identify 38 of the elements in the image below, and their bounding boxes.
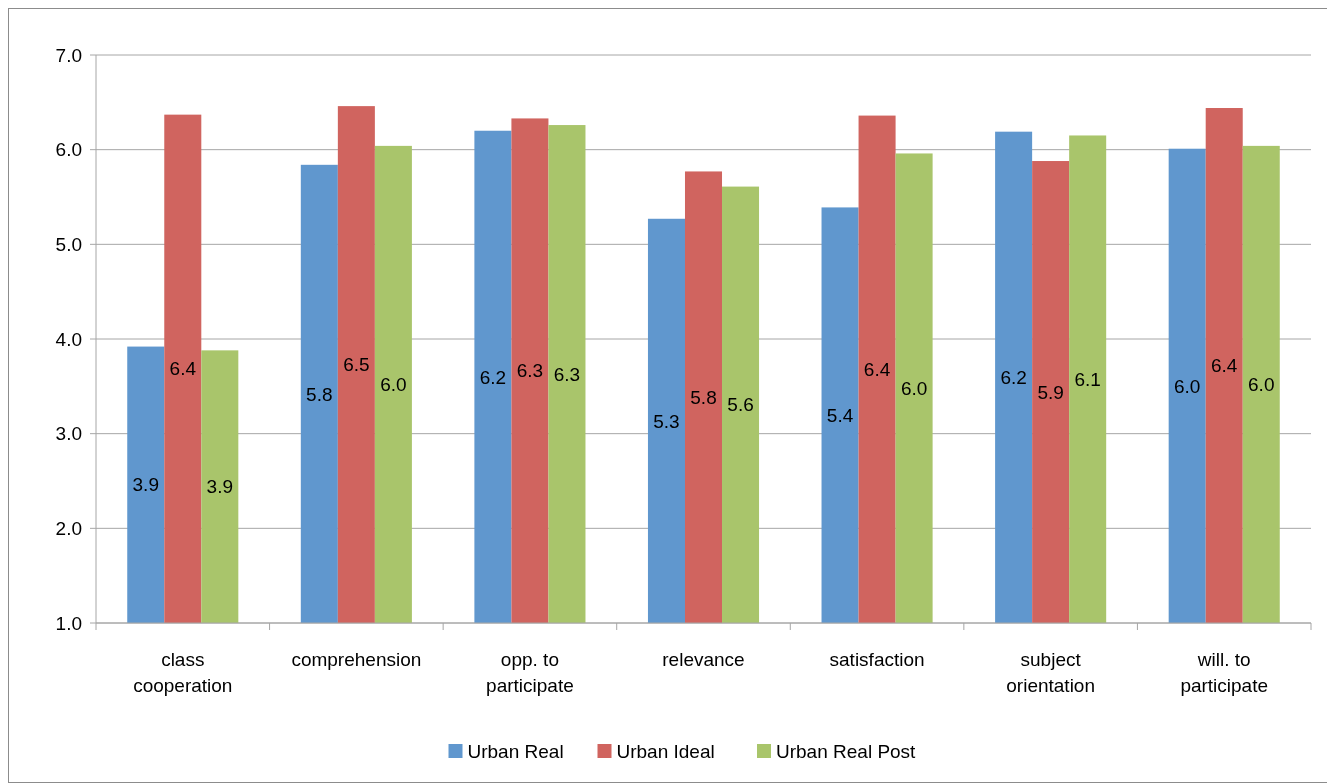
data-label: 5.6 bbox=[727, 394, 754, 416]
x-tick-label: opp. to participate bbox=[486, 649, 574, 696]
y-tick-label: 5.0 bbox=[55, 233, 82, 255]
data-label: 6.4 bbox=[169, 358, 197, 380]
y-tick-label: 7.0 bbox=[55, 44, 82, 66]
y-tick-label: 6.0 bbox=[55, 139, 82, 161]
x-tick-label: comprehension bbox=[291, 649, 422, 670]
data-label: 3.9 bbox=[132, 474, 159, 496]
data-label: 5.8 bbox=[690, 386, 717, 408]
legend-label: Urban Real bbox=[467, 740, 564, 762]
y-tick-label: 4.0 bbox=[55, 328, 82, 350]
data-label: 6.0 bbox=[900, 377, 928, 399]
data-label: 5.4 bbox=[826, 404, 854, 426]
data-label: 6.2 bbox=[1000, 366, 1027, 388]
x-tick-label: subject orientation bbox=[1006, 649, 1096, 696]
x-tick-label: will. to participate bbox=[1180, 649, 1269, 696]
data-label: 6.0 bbox=[380, 374, 407, 396]
data-label: 3.9 bbox=[206, 476, 234, 498]
data-label: 5.8 bbox=[306, 383, 333, 405]
data-label: 6.0 bbox=[1173, 375, 1201, 397]
data-label: 6.2 bbox=[479, 366, 507, 388]
legend-label: Urban Ideal bbox=[616, 740, 715, 762]
y-tick-label: 1.0 bbox=[55, 612, 82, 634]
x-tick-label: class cooperation bbox=[133, 649, 233, 696]
y-tick-label: 2.0 bbox=[55, 517, 82, 539]
data-label: 6.1 bbox=[1074, 368, 1101, 390]
data-label: 6.3 bbox=[553, 363, 581, 385]
data-label: 6.0 bbox=[1248, 374, 1275, 396]
x-tick-label: relevance bbox=[662, 649, 745, 670]
data-label: 5.3 bbox=[653, 410, 680, 432]
data-label: 6.4 bbox=[863, 358, 891, 380]
data-label: 6.3 bbox=[516, 360, 544, 382]
legend-label: Urban Real Post bbox=[776, 740, 917, 762]
data-label: 6.5 bbox=[343, 354, 370, 376]
y-tick-label: 3.0 bbox=[55, 423, 82, 445]
data-label: 5.9 bbox=[1037, 381, 1064, 403]
x-tick-label: satisfaction bbox=[829, 649, 925, 670]
data-label: 6.4 bbox=[1211, 355, 1238, 377]
